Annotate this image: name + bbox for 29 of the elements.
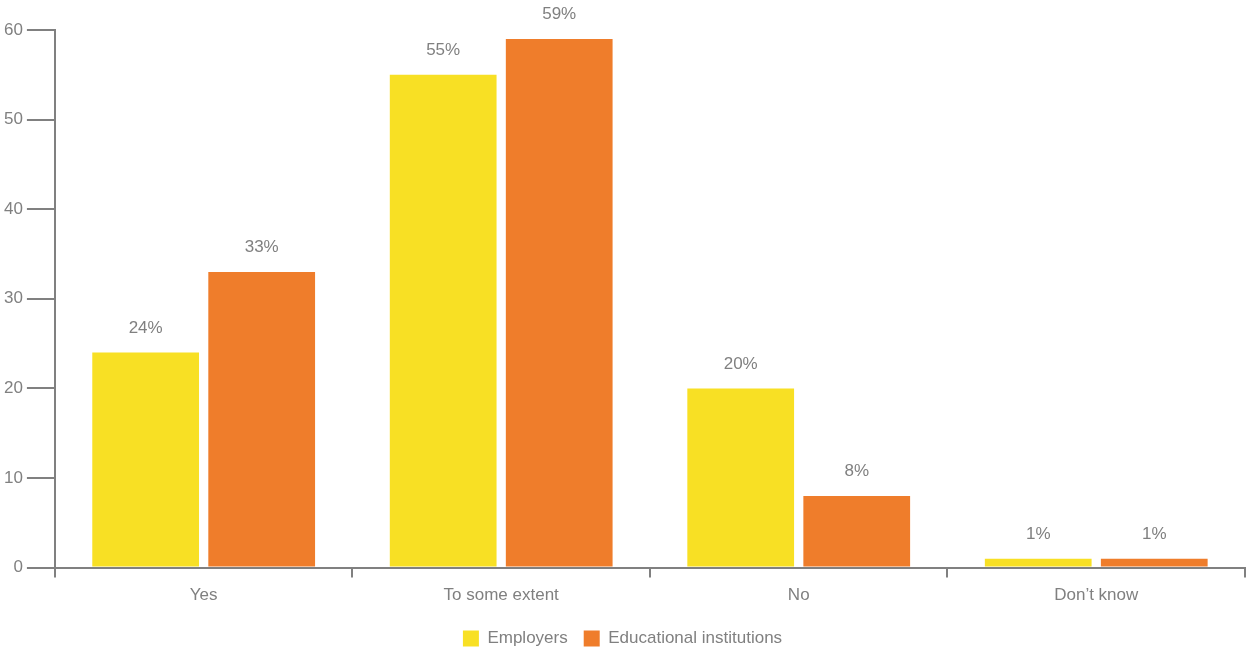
bar	[984, 558, 1092, 567]
data-label: 20%	[723, 353, 758, 373]
legend-label: Educational institutions	[608, 628, 783, 648]
data-label: 59%	[542, 4, 577, 24]
bar	[92, 352, 200, 567]
x-tick-label: Don’t know	[1054, 585, 1139, 605]
x-tick-label: No	[787, 585, 810, 605]
y-tick-label: 0	[13, 557, 23, 577]
bar	[1100, 558, 1208, 567]
legend-label: Employers	[487, 628, 568, 648]
bar	[208, 271, 316, 567]
x-tick-label: Yes	[189, 585, 218, 605]
data-label: 1%	[1141, 523, 1167, 543]
y-tick-label: 30	[3, 288, 23, 308]
y-tick-label: 10	[3, 467, 23, 487]
data-label: 33%	[244, 237, 279, 257]
bar	[505, 38, 613, 567]
y-tick-label: 40	[3, 198, 23, 218]
bar	[687, 388, 795, 567]
data-label: 24%	[128, 317, 163, 337]
bar	[389, 74, 497, 567]
data-label: 1%	[1025, 523, 1051, 543]
y-tick-label: 20	[3, 378, 23, 398]
data-label: 55%	[426, 39, 461, 59]
data-label: 8%	[844, 461, 870, 481]
y-tick-label: 50	[3, 109, 23, 129]
y-tick-label: 60	[3, 19, 23, 39]
bar	[803, 495, 911, 567]
x-tick-label: To some extent	[443, 585, 560, 605]
